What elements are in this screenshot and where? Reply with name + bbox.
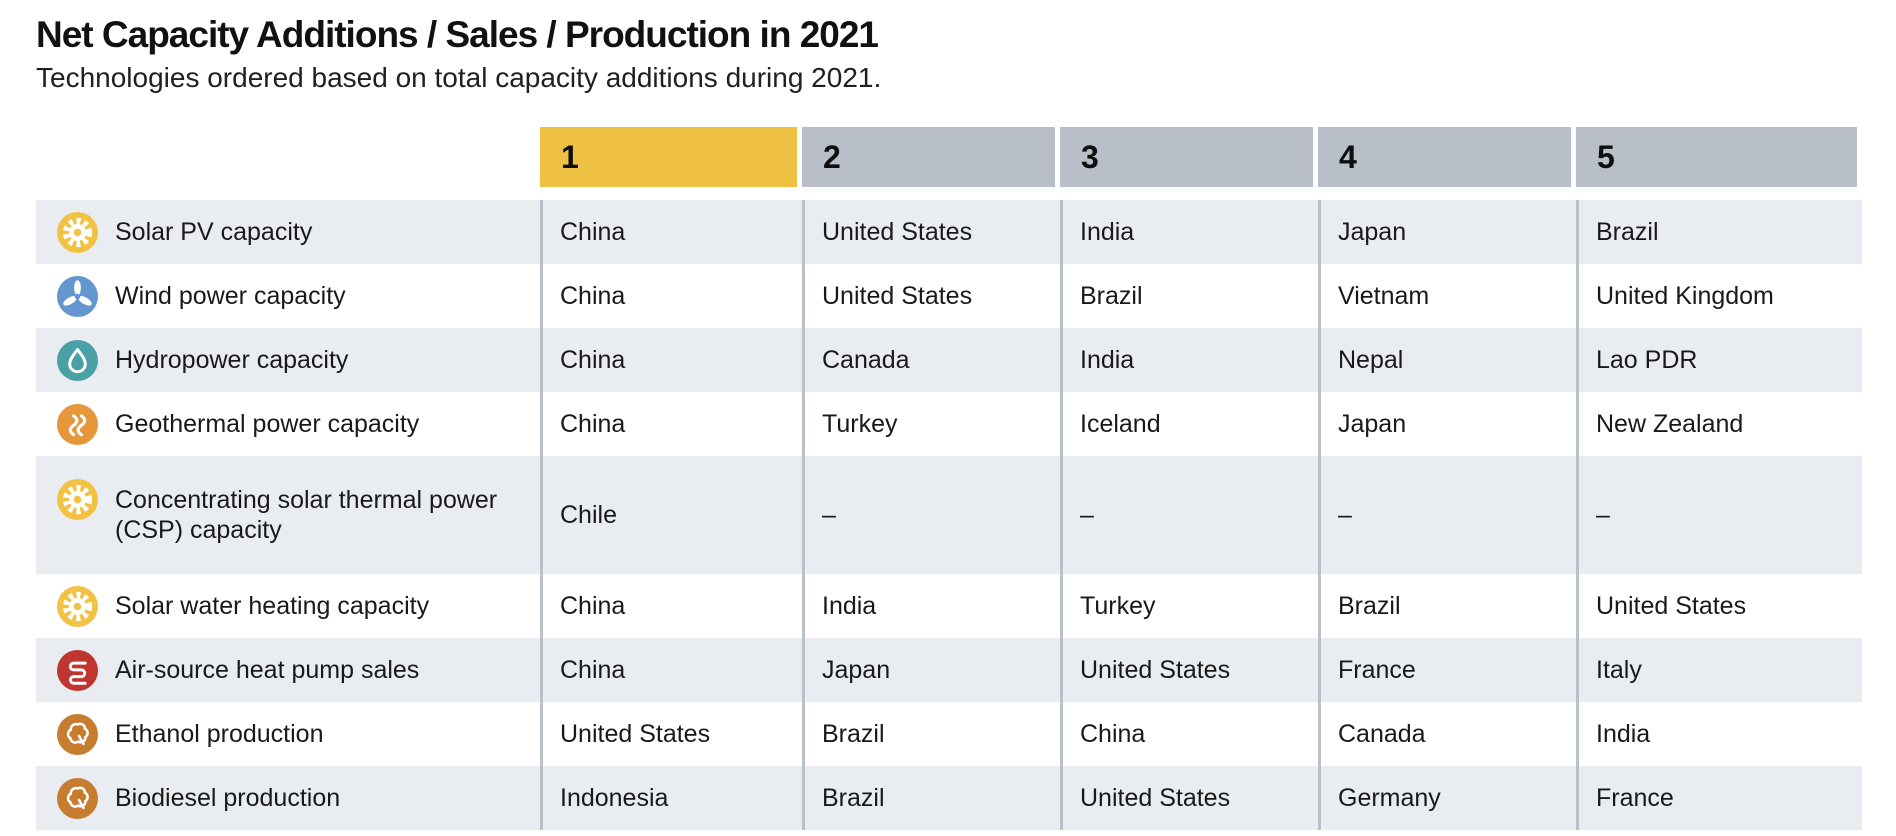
rank-cell: Iceland [1060,392,1318,456]
technology-row: Air-source heat pump sales China Japan Unit… [36,638,1862,702]
technology-label: Wind power capacity [115,281,346,310]
rank-cell: Turkey [1060,574,1318,638]
page-title: Net Capacity Additions / Sales / Product… [36,14,879,55]
rank-header-corner-cell [36,127,540,187]
rank-cell: China [540,328,802,392]
rank-cell: New Zealand [1576,392,1862,456]
rank-cell: United Kingdom [1576,264,1862,328]
rank-cell: Brazil [802,766,1060,830]
heat-waves-icon [57,403,98,445]
technology-label-cell: Hydropower capacity [36,328,540,392]
rank-header-5: 5 [1576,127,1857,187]
rank-cell: China [540,638,802,702]
ranking-table-body: Solar PV capacity China United States India… [36,200,1862,830]
technology-label-cell: Biodiesel production [36,766,540,830]
rank-cell: Japan [1318,392,1576,456]
rank-cell: United States [1060,638,1318,702]
rank-cell: Vietnam [1318,264,1576,328]
technology-row: Ethanol production United States Brazil Chi… [36,702,1862,766]
technology-row: Hydropower capacity China Canada India Nepal… [36,328,1862,392]
technology-label: Hydropower capacity [115,345,349,374]
rank-cell: – [1318,456,1576,574]
technology-label: Solar PV capacity [115,217,313,246]
heat-pump-coil-icon [57,649,98,691]
water-drop-icon [57,339,98,381]
rank-header-4: 4 [1318,127,1571,187]
rank-cell: India [802,574,1060,638]
rank-cell: Turkey [802,392,1060,456]
rank-cell: Lao PDR [1576,328,1862,392]
rank-cell: Canada [1318,702,1576,766]
rank-cell: United States [802,200,1060,264]
rank-cell: Nepal [1318,328,1576,392]
rank-cell: China [540,392,802,456]
technology-label-cell: Air-source heat pump sales [36,638,540,702]
rank-cell: France [1318,638,1576,702]
technology-label: Air-source heat pump sales [115,655,420,684]
technology-row: Biodiesel production Indonesia Brazil Unite… [36,766,1862,830]
rank-cell: China [540,574,802,638]
leaf-icon [57,777,98,819]
rank-cell: Brazil [1576,200,1862,264]
technology-row: Concentrating solar thermal power (CSP) … [36,456,1862,574]
rank-cell: – [1060,456,1318,574]
rank-cell: – [802,456,1060,574]
rank-cell: United States [1060,766,1318,830]
rank-cell: France [1576,766,1862,830]
rank-header-3: 3 [1060,127,1313,187]
rank-cell: Brazil [1060,264,1318,328]
technology-label: Biodiesel production [115,783,341,812]
rank-cell: China [540,264,802,328]
technology-row: Solar water heating capacity China India Tu… [36,574,1862,638]
leaf-icon [57,713,98,755]
technology-label-cell: Ethanol production [36,702,540,766]
sun-icon [57,478,98,520]
rank-cell: United States [802,264,1060,328]
rank-cell: Chile [540,456,802,574]
rank-header-2: 2 [802,127,1055,187]
rank-cell: India [1060,200,1318,264]
rank-cell: Canada [802,328,1060,392]
rank-cell: – [1576,456,1862,574]
rank-cell: China [1060,702,1318,766]
rank-cell: Japan [802,638,1060,702]
rank-header-1: 1 [540,127,797,187]
rank-cell: Italy [1576,638,1862,702]
technology-label-cell: Solar PV capacity [36,200,540,264]
rank-cell: India [1576,702,1862,766]
technology-row: Solar PV capacity China United States India… [36,200,1862,264]
rank-cell: United States [1576,574,1862,638]
rank-cell: Brazil [802,702,1060,766]
rank-cell: Japan [1318,200,1576,264]
rank-cell: United States [540,702,802,766]
technology-label: Geothermal power capacity [115,409,420,438]
technology-label-cell: Solar water heating capacity [36,574,540,638]
rank-cell: India [1060,328,1318,392]
sun-icon [57,585,98,627]
rank-cell: China [540,200,802,264]
technology-label: Solar water heating capacity [115,591,430,620]
technology-row: Geothermal power capacity China Turkey Icel… [36,392,1862,456]
technology-label-cell: Geothermal power capacity [36,392,540,456]
wind-turbine-icon [57,275,98,317]
sun-icon [57,211,98,253]
rank-cell: Brazil [1318,574,1576,638]
page-subtitle: Technologies ordered based on total capa… [36,62,882,93]
rank-cell: Indonesia [540,766,802,830]
technology-row: Wind power capacity China United States Bra… [36,264,1862,328]
technology-label-cell: Concentrating solar thermal power (CSP) … [36,456,540,574]
technology-label: Concentrating solar thermal power (CSP) … [115,485,498,545]
technology-label-cell: Wind power capacity [36,264,540,328]
rank-cell: Germany [1318,766,1576,830]
technology-label: Ethanol production [115,719,324,748]
